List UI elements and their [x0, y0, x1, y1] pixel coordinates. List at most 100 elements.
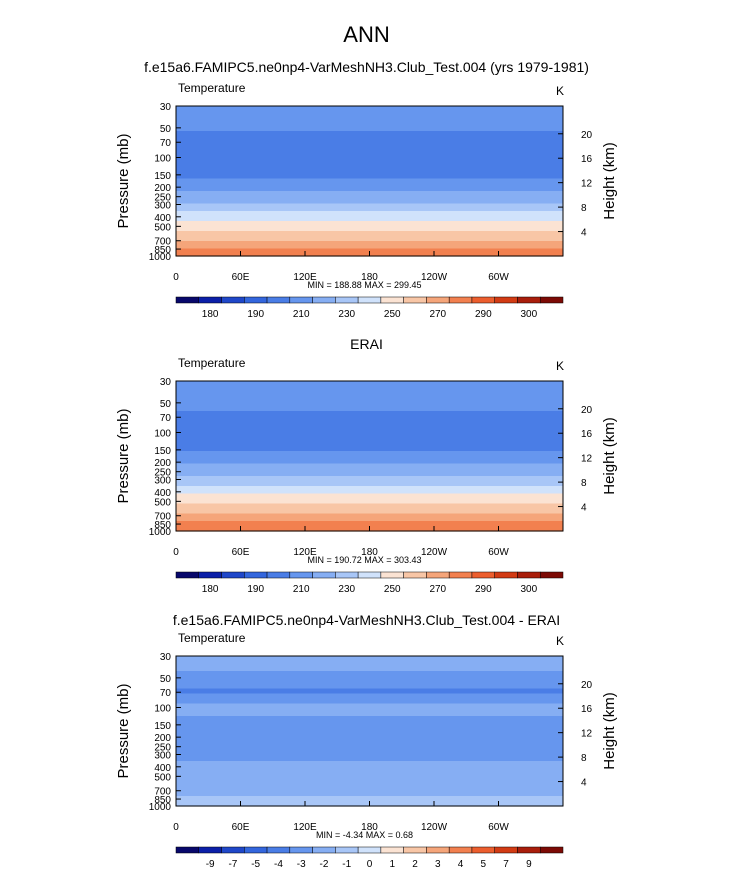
contour-band — [176, 738, 563, 742]
y-tick-label: 1000 — [149, 252, 172, 263]
colorbar-swatch — [335, 846, 359, 854]
colorbar-swatch — [517, 296, 541, 304]
colorbar-label: 250 — [384, 309, 401, 320]
contour-band — [176, 168, 563, 172]
contour-band — [176, 123, 563, 127]
contour-band — [176, 458, 563, 462]
contour-band — [176, 686, 563, 690]
contour-band — [176, 403, 563, 407]
colorbar-label: 0 — [367, 859, 373, 870]
colorbar-swatch — [426, 846, 450, 854]
contour-band — [176, 508, 563, 512]
colorbar-swatch — [494, 296, 518, 304]
y-axis-label: Pressure (mb) — [115, 133, 132, 228]
x-tick-label: 60E — [232, 547, 250, 558]
contour-band — [176, 126, 563, 130]
min-max-stats: MIN = 188.88 MAX = 299.45 — [307, 280, 421, 290]
colorbar-swatch — [403, 846, 427, 854]
contour-band — [176, 486, 563, 490]
contour-band — [176, 453, 563, 457]
colorbar-label: -7 — [228, 859, 237, 870]
contour-band — [176, 438, 563, 442]
colorbar-swatch — [448, 571, 473, 579]
y-right-axis-label: Height (km) — [601, 417, 618, 495]
y-right-tick-label: 12 — [581, 179, 593, 190]
y-right-tick-label: 20 — [581, 680, 593, 691]
colorbar-label: 270 — [429, 309, 446, 320]
y-tick-label: 50 — [160, 124, 172, 135]
colorbar-label: 9 — [526, 859, 532, 870]
model-panel-title: f.e15a6.FAMIPC5.ne0np4-VarMeshNH3.Club_T… — [144, 59, 589, 75]
x-tick-label: 180 — [361, 272, 378, 283]
colorbar-swatch — [221, 296, 245, 304]
contour-band — [176, 481, 563, 485]
contour-band — [176, 683, 563, 687]
contour-band — [176, 116, 563, 120]
colorbar-swatch — [244, 296, 268, 304]
contour-band — [176, 678, 563, 682]
y-tick-label: 100 — [154, 429, 171, 440]
x-tick-label: 60W — [488, 272, 509, 283]
contour-band — [176, 186, 563, 190]
contour-band — [176, 411, 563, 415]
contour-band — [176, 456, 563, 460]
contour-band — [176, 741, 563, 745]
contour-band — [176, 513, 563, 517]
contour-band — [176, 791, 563, 795]
contour-band — [176, 121, 563, 125]
contour-band — [176, 176, 563, 180]
units-label: K — [556, 84, 564, 98]
contour-band — [176, 751, 563, 755]
x-tick-label: 120E — [293, 547, 317, 558]
colorbar-label: -9 — [206, 859, 215, 870]
contour-band — [176, 188, 563, 192]
units-label: K — [556, 634, 564, 648]
y-tick-label: 300 — [154, 200, 171, 211]
colorbar-swatch — [471, 296, 495, 304]
contour-band — [176, 778, 563, 782]
contour-band — [176, 798, 563, 802]
colorbar-label: 190 — [247, 309, 264, 320]
contour-band — [176, 496, 563, 500]
y-tick-label: 250 — [154, 468, 171, 479]
contour-band — [176, 758, 563, 762]
contour-band — [176, 706, 563, 710]
y-tick-label: 50 — [160, 399, 172, 410]
colorbar-swatch — [335, 296, 359, 304]
contour-band — [176, 131, 563, 135]
y-tick-label: 300 — [154, 475, 171, 486]
y-right-tick-label: 12 — [581, 729, 593, 740]
colorbar-swatch — [289, 296, 313, 304]
y-tick-label: 250 — [154, 193, 171, 204]
y-right-tick-label: 12 — [581, 454, 593, 465]
x-tick-label: 0 — [173, 547, 179, 558]
contour-band — [176, 388, 563, 392]
y-tick-label: 30 — [160, 377, 172, 388]
x-tick-label: 0 — [173, 822, 179, 833]
colorbar-label: 190 — [247, 584, 264, 595]
contour-band — [176, 108, 563, 112]
contour-band — [176, 248, 563, 252]
y-right-tick-label: 8 — [581, 478, 587, 489]
y-tick-label: 700 — [154, 787, 171, 798]
y-tick-label: 500 — [154, 222, 171, 233]
contour-band — [176, 461, 563, 465]
colorbar-swatch — [289, 571, 313, 579]
contour-band — [176, 748, 563, 752]
contour-band — [176, 118, 563, 122]
colorbar-swatch — [380, 296, 404, 304]
colorbar-swatch — [517, 846, 541, 854]
contour-band — [176, 721, 563, 725]
diff-panel-title: f.e15a6.FAMIPC5.ne0np4-VarMeshNH3.Club_T… — [172, 612, 561, 628]
contour-band — [176, 783, 563, 787]
contour-band — [176, 128, 563, 132]
contour-band — [176, 208, 563, 212]
contour-band — [176, 473, 563, 477]
contour-band — [176, 406, 563, 410]
contour-band — [176, 106, 563, 110]
colorbar-label: 230 — [338, 584, 355, 595]
contour-band — [176, 246, 563, 250]
contour-band — [176, 703, 563, 707]
colorbar-label: -4 — [274, 859, 283, 870]
contour-band — [176, 776, 563, 780]
